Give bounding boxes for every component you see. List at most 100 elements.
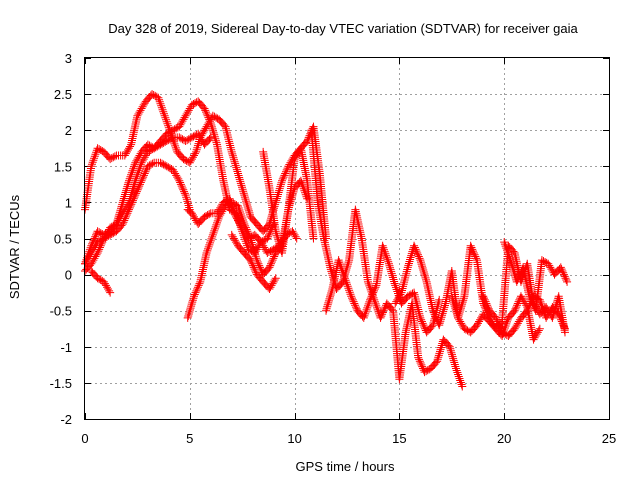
data-point-trace [324,298,333,307]
data-point-trace [513,319,522,328]
data-point-trace [502,319,511,328]
data-point-trace [191,214,200,223]
data-point-trace [362,305,371,314]
data-point-trace [531,331,540,340]
data-point-trace [404,259,413,268]
data-point-trace [407,251,416,260]
data-point-trace [170,139,179,148]
data-point-trace [387,305,396,314]
data-point-trace [480,294,489,303]
data-point-trace [481,297,490,306]
data-point-trace [103,229,112,238]
data-point-trace [236,179,245,188]
data-point-trace [137,104,146,113]
y-tick-label: -1 [60,340,72,355]
data-point-trace [558,319,567,328]
data-point-trace [538,303,547,312]
data-point-trace [449,354,458,363]
data-point-trace [184,106,193,115]
data-point-trace [384,257,393,266]
data-point-trace [125,196,134,205]
data-point [246,234,255,243]
data-point-trace [244,206,253,215]
data-point-trace [127,188,136,197]
data-point-trace [202,109,211,118]
data-series [259,144,318,257]
data-point-trace [208,124,217,133]
data-point-trace [205,240,214,249]
data-series [183,176,312,322]
data-point-trace [227,145,236,154]
data-point-trace [452,308,461,317]
data-point-trace [433,355,442,364]
data-point-trace [211,222,220,231]
data-point-trace [527,297,536,306]
data-point-trace [242,197,251,206]
data-point-trace [186,156,195,165]
data-point-trace [187,300,196,309]
data-point-trace [204,113,213,122]
data-point-trace [275,184,284,193]
data-point-trace [90,152,99,161]
data-point-trace [243,241,252,250]
data-point-trace [372,301,381,310]
data-point-trace [444,341,453,350]
data-point-trace [471,252,480,261]
data-point-trace [134,166,143,175]
data-point-trace [346,290,355,299]
data-point-trace [401,273,410,282]
data-point-trace [448,352,457,361]
data-point-trace [367,292,376,301]
data-point-trace [448,296,457,305]
data-point-trace [140,153,149,162]
data-point [397,288,406,297]
data-point-trace [250,265,259,274]
data-point-trace [173,173,182,182]
data-point [99,234,108,243]
data-point-trace [544,310,553,319]
data-point-trace [338,266,347,275]
data-point-trace [91,241,100,250]
data-series [87,266,115,297]
data-point-trace [201,124,210,133]
data-point-trace [546,263,555,272]
data-point-trace [188,153,197,162]
data-point-trace [188,296,197,305]
data-point-trace [439,307,448,316]
data-point-trace [264,230,273,239]
data-point-trace [454,372,463,381]
data-point-trace [198,137,207,146]
data-point [309,234,318,243]
data-point-trace [193,141,202,150]
data-point-trace [125,144,134,153]
data-point-trace [416,258,425,267]
data-point-trace [193,143,202,152]
data-point-trace [511,322,520,331]
data-point-trace [387,269,396,278]
data-point-trace [232,165,241,174]
data-point [366,295,375,304]
data-point-trace [440,303,449,312]
data-point-trace [406,253,415,262]
data-point [227,147,236,156]
data-point [523,306,532,315]
data-point-trace [438,311,447,320]
data-point-trace [369,286,378,295]
data-point [322,306,331,315]
data-point-trace [562,276,571,285]
data-point-trace [164,121,173,130]
data-point [175,176,184,185]
data-point-trace [512,321,521,330]
data-point-trace [440,301,449,310]
data-point-trace [185,306,194,315]
data-point [433,357,442,366]
plot-frame [84,57,610,420]
data-point-trace [345,288,354,297]
data-point [359,313,368,322]
data-point-trace [247,257,256,266]
data-point [175,122,184,131]
data-point [290,155,299,164]
data-point-trace [432,313,441,322]
data-point [221,122,230,131]
data-point-trace [200,126,209,135]
